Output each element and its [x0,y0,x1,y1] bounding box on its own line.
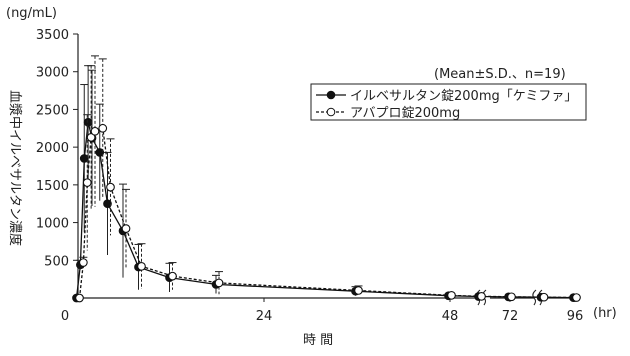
data-point [83,117,93,127]
data-point [86,132,96,142]
y-axis: 500 1000 1500 2000 2500 3000 3500 [36,28,79,299]
y-tick-label: 1500 [36,179,69,194]
data-point [168,271,177,281]
data-point [75,293,84,303]
data-point [121,224,131,233]
y-unit-label: (ng/mL) [6,6,57,21]
data-point [572,293,581,302]
x-unit-label: (hr) [593,306,617,321]
data-point [447,291,456,300]
x-tick-label: 96 [567,309,584,324]
series-2 [75,55,581,303]
data-point [82,178,92,187]
data-point [354,286,363,295]
y-axis-label: 血漿中イルベサルタン濃度 [7,90,23,246]
y-tick-label: 3500 [36,28,69,43]
data-point [106,182,115,192]
data-point [137,261,146,271]
x-ticks: 0 24 48 72 96 [61,298,583,324]
annotation: (Mean±S.D.、n=19) [434,67,566,82]
data-point [95,148,105,157]
x-tick-label: 48 [442,309,459,324]
y-tick-label: 1000 [36,217,69,232]
data-point [477,291,486,301]
legend: イルベサルタン錠200mg「ケミファ」 アバプロ錠200mg [310,83,587,121]
legend-marker-series-2 [326,107,336,117]
data-point [507,292,516,302]
x-tick-label: 0 [61,309,69,324]
series-layer [72,55,581,303]
y-tick-label: 2500 [36,103,69,118]
x-tick-label: 72 [502,309,519,324]
data-point [79,154,89,163]
data-point [103,199,112,209]
y-tick-label: 2000 [36,141,69,156]
legend-label-series-2: アバプロ錠200mg [350,106,460,121]
legend-box [310,83,587,121]
data-point [214,278,224,288]
data-point [79,258,88,267]
data-point [539,292,549,302]
legend-label-series-1: イルベサルタン錠200mg「ケミファ」 [350,89,577,104]
data-point [98,123,108,133]
series-line [75,122,574,299]
axis-break-mark [532,289,537,306]
x-tick-label: 24 [256,309,273,324]
y-tick-label: 3000 [36,66,69,81]
y-ticks: 500 1000 1500 2000 2500 3000 3500 [36,28,78,299]
data-point [90,126,100,136]
x-axis-label: 時 間 [303,333,333,348]
y-tick-label: 500 [44,254,69,269]
legend-marker-series-1 [326,90,336,100]
